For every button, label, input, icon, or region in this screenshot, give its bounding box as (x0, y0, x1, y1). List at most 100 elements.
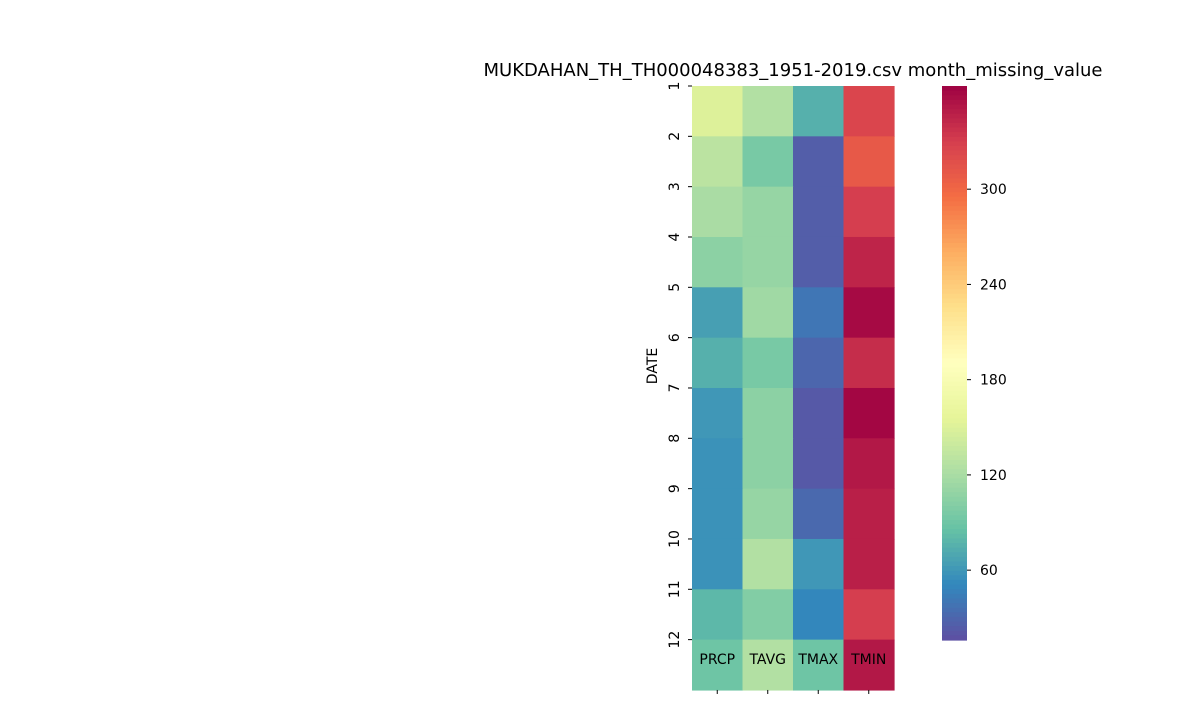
heatmap-cell (692, 438, 744, 490)
colorbar-segment (942, 547, 967, 553)
colorbar-segment (942, 556, 967, 563)
colorbar-segment (942, 330, 967, 336)
heatmap-cell (793, 287, 845, 339)
heatmap-cell (793, 186, 845, 238)
colorbar-segment (942, 192, 967, 198)
colorbar-segment (942, 206, 967, 212)
colorbar-segment (942, 210, 967, 216)
heatmap-cell (692, 337, 744, 389)
colorbar-segment (942, 376, 967, 383)
heatmap-cell (843, 438, 895, 490)
heatmap-cell (742, 488, 794, 540)
colorbar-segment (942, 450, 967, 456)
colorbar-segment (942, 178, 967, 184)
colorbar-segment (942, 312, 967, 318)
x-tick-label: TMAX (797, 652, 838, 668)
colorbar-segment (942, 390, 967, 396)
colorbar-segment (942, 603, 967, 609)
colorbar-segment (942, 316, 967, 323)
colorbar-segment (942, 446, 967, 452)
colorbar-segment (942, 478, 967, 484)
colorbar-segment (942, 510, 967, 516)
colorbar-segment (942, 584, 967, 590)
colorbar-segment (942, 256, 967, 263)
heatmap-cell (843, 387, 895, 439)
colorbar-segment (942, 238, 967, 244)
heatmap-cell (793, 337, 845, 389)
colorbar-segment (942, 293, 967, 299)
colorbar-segment (942, 395, 967, 401)
heatmap-cell (843, 287, 895, 339)
colorbar-segment (942, 589, 967, 595)
colorbar-segment (942, 242, 967, 249)
colorbar-segment (942, 132, 967, 138)
y-tick-label: 10 (667, 530, 683, 548)
colorbar-segment (942, 95, 967, 101)
colorbar-segment (942, 224, 967, 230)
colorbar-segment (942, 173, 967, 179)
heatmap-cell (692, 538, 744, 590)
colorbar-segment (942, 127, 967, 133)
heatmap-cell (843, 589, 895, 641)
colorbar: 60 120 180 240 300 (942, 86, 1007, 641)
heatmap-cell (793, 488, 845, 540)
colorbar-segment (942, 386, 967, 392)
colorbar-segment (942, 358, 967, 364)
colorbar-segment (942, 538, 967, 544)
colorbar-segment (942, 196, 967, 203)
colorbar-segment (942, 229, 967, 235)
colorbar-segment (942, 289, 967, 295)
colorbar-segment (942, 616, 967, 623)
colorbar-segment (942, 353, 967, 359)
colorbar-segment (942, 321, 967, 327)
colorbar-segment (942, 159, 967, 166)
y-tick-label: 7 (667, 384, 683, 393)
colorbar-segment (942, 635, 967, 641)
colorbar-segment (942, 455, 967, 461)
heatmap-cell (692, 488, 744, 540)
colorbar-segment (942, 275, 967, 281)
colorbar-segment (942, 104, 967, 110)
x-tick-label: TAVG (748, 652, 786, 668)
y-tick-label: 5 (667, 283, 683, 292)
colorbar-tick-label: 60 (980, 563, 998, 579)
heatmap-cell (692, 86, 744, 137)
colorbar-segment (942, 533, 967, 540)
heatmap-cell (742, 287, 794, 339)
colorbar-segment (942, 552, 967, 558)
heatmap-cell (742, 438, 794, 490)
colorbar-segment (942, 164, 967, 170)
colorbar-segment (942, 524, 967, 530)
colorbar-segment (942, 487, 967, 493)
colorbar-segment (942, 579, 967, 586)
colorbar-segment (942, 335, 967, 341)
colorbar-segment (942, 146, 967, 152)
colorbar-segment (942, 399, 967, 406)
heatmap-cell (793, 438, 845, 490)
y-tick-label: 8 (667, 434, 683, 443)
heatmap-cell (843, 488, 895, 540)
colorbar-segment (942, 441, 967, 447)
colorbar-segment (942, 404, 967, 410)
colorbar-tick-label: 300 (980, 182, 1007, 198)
colorbar-segment (942, 575, 967, 581)
colorbar-tick-label: 120 (980, 468, 1007, 484)
colorbar-segment (942, 109, 967, 115)
colorbar-segment (942, 409, 967, 415)
colorbar-segment (942, 630, 967, 636)
colorbar-segment (942, 367, 967, 373)
colorbar-tick-label: 180 (980, 373, 1007, 389)
y-tick-label: 2 (667, 132, 683, 141)
colorbar-segment (942, 496, 967, 503)
heatmap-cell (843, 337, 895, 389)
heatmap-cell (742, 337, 794, 389)
heatmap-cell (843, 538, 895, 590)
colorbar-segment (942, 266, 967, 272)
colorbar-segment (942, 543, 967, 549)
chart-title: MUKDAHAN_TH_TH000048383_1951-2019.csv mo… (483, 60, 1102, 81)
heatmap-cell (843, 86, 895, 137)
heatmap-cell (793, 639, 845, 691)
heatmap-cell (843, 639, 895, 691)
